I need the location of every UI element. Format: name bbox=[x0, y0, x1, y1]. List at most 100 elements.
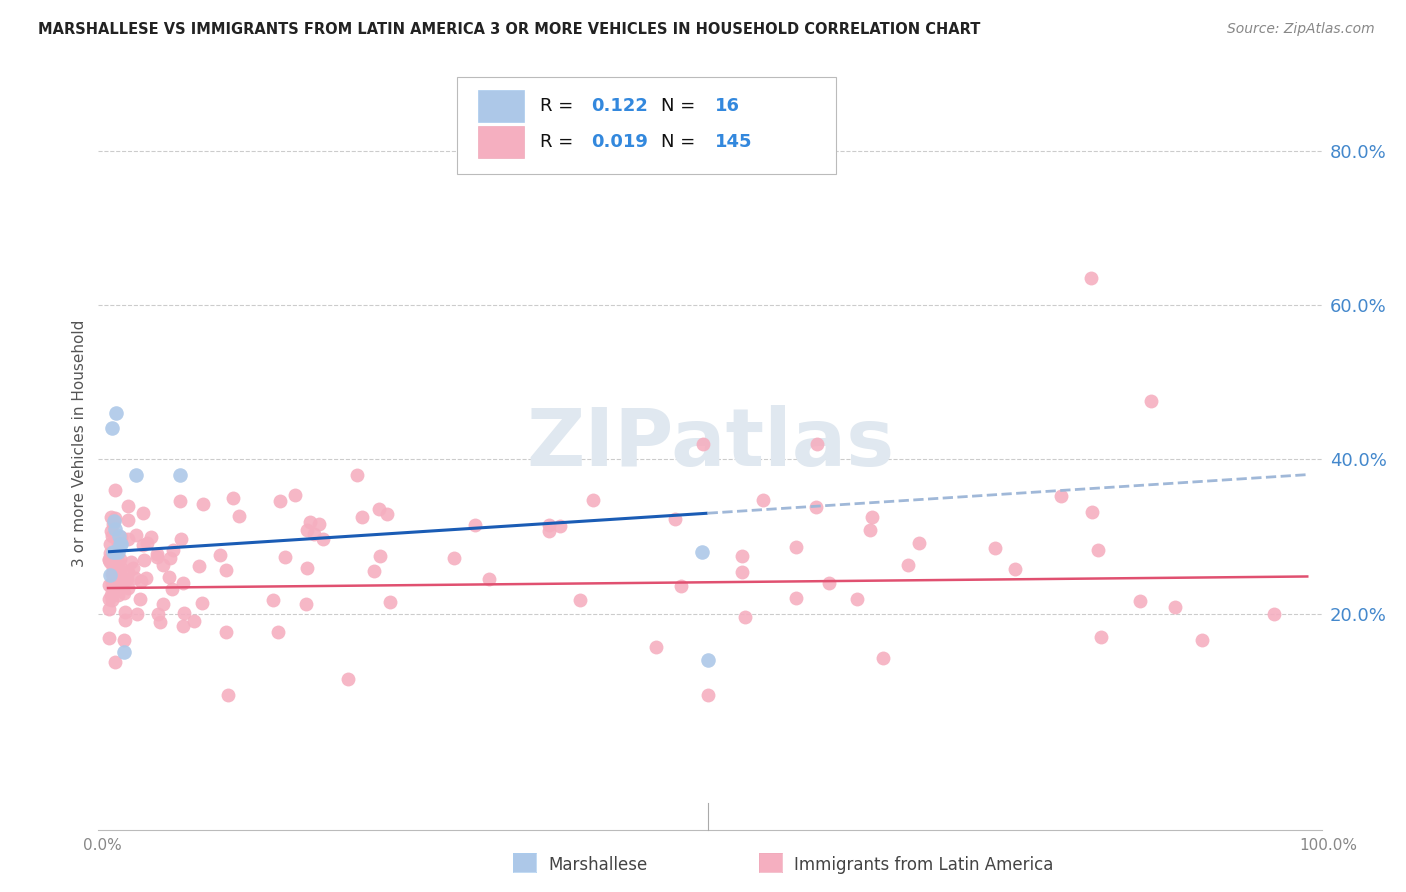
Point bbox=[101, 566, 124, 581]
Point bbox=[117, 581, 139, 595]
Point bbox=[152, 597, 174, 611]
Point bbox=[110, 537, 132, 551]
Point bbox=[98, 577, 121, 591]
Point bbox=[1191, 633, 1213, 648]
Point bbox=[217, 688, 239, 702]
Point bbox=[100, 574, 122, 589]
Point bbox=[101, 561, 124, 575]
Point bbox=[1004, 562, 1026, 576]
Point bbox=[103, 514, 125, 528]
Point bbox=[538, 524, 561, 538]
Point bbox=[295, 523, 318, 537]
Point bbox=[731, 565, 754, 579]
Point bbox=[785, 540, 807, 554]
Point bbox=[107, 588, 129, 602]
Point bbox=[443, 551, 465, 566]
Point bbox=[228, 508, 250, 523]
Point bbox=[311, 532, 333, 546]
Point bbox=[157, 570, 180, 584]
Point bbox=[336, 672, 359, 686]
Point bbox=[104, 582, 127, 597]
Point bbox=[731, 549, 754, 563]
Point bbox=[785, 591, 807, 605]
Point bbox=[110, 561, 132, 575]
Point bbox=[1090, 631, 1112, 645]
Point bbox=[135, 536, 157, 550]
Point bbox=[569, 592, 592, 607]
Point bbox=[190, 596, 212, 610]
Point bbox=[105, 406, 128, 420]
Point bbox=[298, 515, 321, 529]
Point bbox=[346, 467, 368, 482]
Point bbox=[129, 574, 152, 589]
Point bbox=[845, 592, 868, 607]
Point bbox=[162, 542, 184, 557]
Point bbox=[100, 593, 122, 607]
Point bbox=[104, 655, 127, 669]
Point bbox=[141, 530, 163, 544]
Point bbox=[169, 467, 191, 482]
Text: N =: N = bbox=[661, 97, 702, 115]
Point bbox=[117, 499, 139, 513]
Point bbox=[375, 507, 398, 521]
Point bbox=[464, 518, 486, 533]
Point bbox=[363, 564, 385, 578]
Text: 145: 145 bbox=[714, 133, 752, 151]
Point bbox=[1087, 542, 1109, 557]
Point bbox=[859, 523, 882, 537]
Point bbox=[214, 563, 236, 577]
Point bbox=[1140, 394, 1163, 409]
Point bbox=[191, 496, 214, 510]
Point bbox=[117, 572, 139, 586]
Point bbox=[101, 529, 124, 543]
Point bbox=[103, 554, 125, 568]
Point bbox=[172, 576, 194, 591]
Text: 0.0%: 0.0% bbox=[83, 838, 122, 853]
Point bbox=[112, 633, 135, 648]
Point bbox=[112, 572, 135, 586]
Text: MARSHALLESE VS IMMIGRANTS FROM LATIN AMERICA 3 OR MORE VEHICLES IN HOUSEHOLD COR: MARSHALLESE VS IMMIGRANTS FROM LATIN AME… bbox=[38, 22, 980, 37]
Point bbox=[806, 436, 828, 450]
Point bbox=[860, 510, 883, 524]
Point bbox=[107, 535, 129, 549]
Point bbox=[269, 493, 291, 508]
Point bbox=[671, 579, 693, 593]
Point bbox=[1164, 599, 1187, 614]
Point bbox=[664, 512, 686, 526]
Point bbox=[187, 559, 209, 574]
Point bbox=[284, 488, 307, 502]
Point bbox=[302, 526, 325, 541]
Point bbox=[100, 421, 122, 435]
Point bbox=[897, 558, 920, 573]
Point bbox=[817, 576, 839, 591]
Point bbox=[907, 535, 929, 549]
FancyBboxPatch shape bbox=[457, 78, 837, 174]
Point bbox=[581, 492, 603, 507]
Point bbox=[101, 545, 124, 559]
Point bbox=[295, 560, 318, 574]
FancyBboxPatch shape bbox=[478, 126, 524, 158]
Point bbox=[169, 494, 191, 508]
Point bbox=[112, 586, 135, 600]
Point bbox=[110, 551, 132, 566]
Point bbox=[107, 545, 129, 559]
Point bbox=[107, 553, 129, 567]
FancyBboxPatch shape bbox=[478, 89, 524, 122]
Point bbox=[170, 533, 193, 547]
Point bbox=[111, 575, 134, 590]
Point bbox=[696, 653, 718, 667]
Point bbox=[105, 565, 128, 579]
Point bbox=[121, 555, 143, 569]
Point bbox=[125, 607, 148, 622]
Point bbox=[124, 467, 146, 482]
Point bbox=[149, 615, 172, 629]
Point bbox=[98, 551, 121, 566]
Text: Immigrants from Latin America: Immigrants from Latin America bbox=[794, 856, 1053, 874]
Point bbox=[295, 598, 318, 612]
Point bbox=[98, 555, 121, 569]
Point bbox=[104, 483, 127, 497]
Point bbox=[222, 491, 245, 505]
Point bbox=[132, 552, 155, 566]
Point bbox=[98, 602, 121, 616]
Point bbox=[98, 536, 121, 550]
